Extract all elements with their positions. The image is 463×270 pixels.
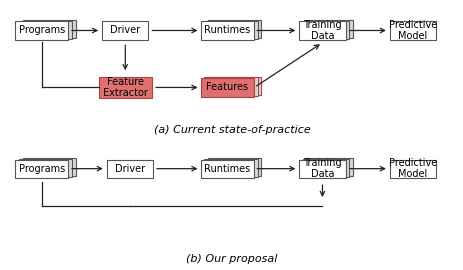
Text: (b) Our proposal: (b) Our proposal [186,254,277,264]
Text: Runtimes: Runtimes [204,164,250,174]
Bar [306,158,352,176]
Bar [208,77,261,95]
Text: Predictive
Model: Predictive Model [388,20,436,41]
Bar [302,21,349,39]
Bar [306,20,352,38]
Bar [204,159,257,177]
Text: Programs: Programs [19,25,65,35]
Bar [208,158,261,176]
Bar [200,78,254,97]
Text: Training
Data: Training Data [302,158,341,180]
Text: Programs: Programs [19,164,65,174]
Text: Features: Features [206,82,248,92]
Bar [204,77,257,96]
Bar [200,21,254,40]
Bar [99,77,152,98]
Text: (a) Current state-of-practice: (a) Current state-of-practice [153,125,310,135]
Bar [102,21,148,40]
Bar [208,20,261,38]
Text: Driver: Driver [110,25,140,35]
Bar [19,21,72,39]
Bar [22,20,76,38]
Bar [106,160,153,178]
Text: Predictive
Model: Predictive Model [388,158,436,180]
Bar [15,160,69,178]
Bar [200,160,254,178]
Text: Training
Data: Training Data [302,20,341,41]
Bar [204,21,257,39]
Bar [299,160,345,178]
Bar [15,21,69,40]
Bar [299,21,345,40]
Bar [22,158,76,176]
Bar [19,159,72,177]
Bar [389,21,435,40]
Text: Runtimes: Runtimes [204,25,250,35]
Text: Feature
Extractor: Feature Extractor [103,77,147,98]
Text: Driver: Driver [115,164,144,174]
Bar [302,159,349,177]
Bar [389,160,435,178]
